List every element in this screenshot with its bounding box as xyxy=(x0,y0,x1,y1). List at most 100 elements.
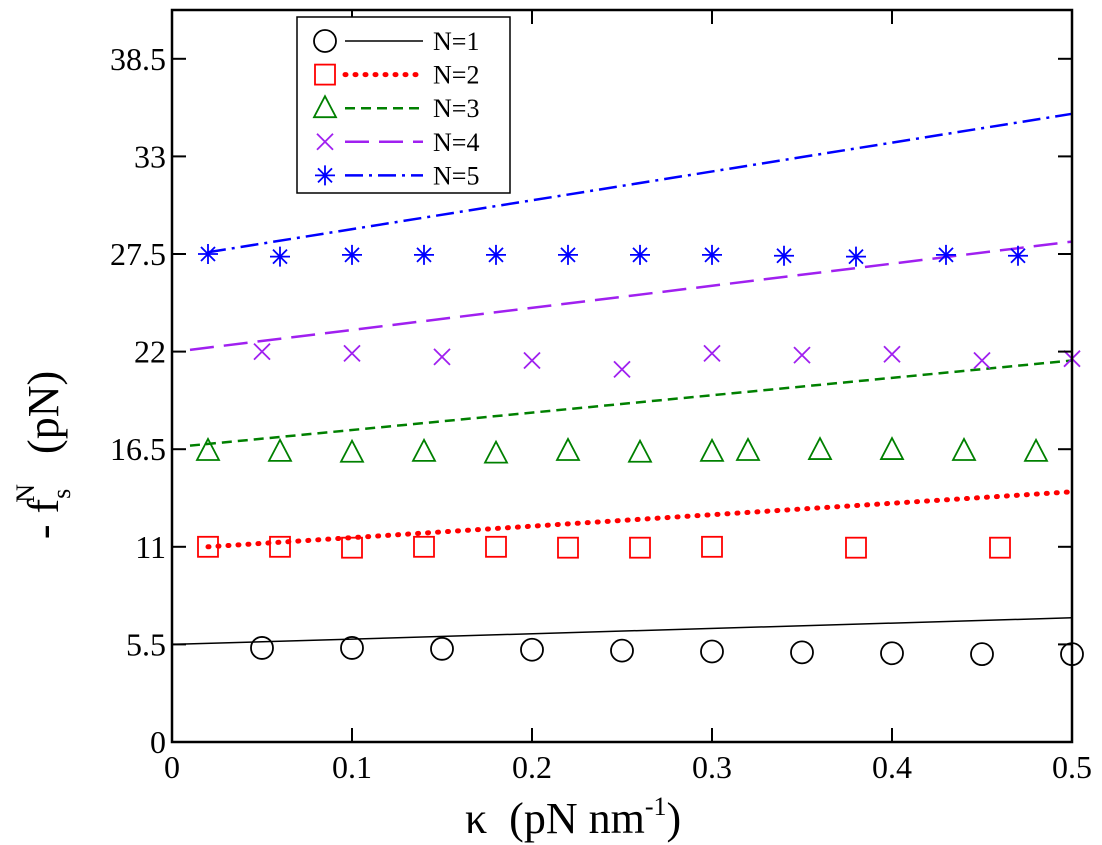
data-point-n1-4 xyxy=(520,637,544,662)
legend-label-n3: N=3 xyxy=(433,94,479,123)
data-point-n4-2 xyxy=(343,344,361,363)
x-tick-label: 0.5 xyxy=(1052,749,1092,785)
data-point-n2-5 xyxy=(485,535,507,558)
data-point-n5-10 xyxy=(846,246,866,267)
data-point-n3-7 xyxy=(627,438,653,463)
series-line-n2 xyxy=(205,489,1075,550)
data-point-n1-7 xyxy=(790,640,814,665)
data-point-n4-3 xyxy=(433,348,451,366)
data-point-n2-6 xyxy=(557,536,579,559)
data-point-n2-3 xyxy=(341,536,363,559)
legend-label-n5: N=5 xyxy=(433,161,479,190)
data-point-n5-3 xyxy=(342,244,362,265)
data-point-n5-1 xyxy=(198,244,218,264)
series-lines-layer xyxy=(171,112,1075,646)
legend-entry-n4: N=4 xyxy=(316,128,479,157)
data-point-n1-5 xyxy=(610,638,634,663)
legend-entry-n2: N=2 xyxy=(314,61,479,90)
y-axis-subscript: s xyxy=(47,489,76,499)
data-point-n3-12 xyxy=(951,437,977,461)
data-point-n3-10 xyxy=(807,436,833,460)
x-tick-label: 0.3 xyxy=(692,749,732,785)
data-point-n5-2 xyxy=(270,246,290,267)
series-line-n3 xyxy=(189,359,1073,447)
data-point-n1-2 xyxy=(340,636,364,660)
legend: N=1 N=2 N=3 N=4 N=5 xyxy=(296,16,511,194)
x-axis-unit: (pN nm xyxy=(509,794,645,843)
legend-entry-n5: N=5 xyxy=(315,161,479,190)
data-point-n3-3 xyxy=(339,438,365,463)
series-line-n1 xyxy=(171,617,1073,646)
plot-area-frame xyxy=(170,8,1074,744)
data-point-n3-8 xyxy=(699,437,725,462)
legend-marker-n3 xyxy=(312,94,338,119)
data-point-n3-6 xyxy=(555,437,581,461)
y-tick-label: 33 xyxy=(134,138,166,174)
series-line-n4 xyxy=(189,240,1073,352)
y-tick-label: 22 xyxy=(134,334,166,370)
data-point-n1-9 xyxy=(970,642,994,667)
y-axis-symbol: - f xyxy=(19,499,68,540)
y-tick-label: 0 xyxy=(150,724,166,760)
legend-box xyxy=(296,16,511,194)
data-point-n4-7 xyxy=(793,346,811,364)
svg-text:κ(pN nm-1): κ (pN nm-1) xyxy=(465,792,681,843)
y-axis-title: - fsN (pN) xyxy=(11,371,76,539)
x-tick-label: 0 xyxy=(164,749,180,785)
y-tick-label: 5.5 xyxy=(126,626,166,662)
y-tick-label: 27.5 xyxy=(110,236,166,272)
data-point-n2-2 xyxy=(269,535,291,558)
legend-marker-n4 xyxy=(316,133,334,151)
data-point-n3-1 xyxy=(195,437,221,461)
y-axis-superscript: N xyxy=(11,484,40,503)
x-tick-label: 0.1 xyxy=(332,749,372,785)
data-point-n2-1 xyxy=(197,535,219,558)
data-point-n3-11 xyxy=(879,436,905,460)
legend-label-n2: N=2 xyxy=(433,61,479,90)
data-point-n3-5 xyxy=(483,439,509,464)
data-point-n5-8 xyxy=(702,244,722,265)
data-point-n2-9 xyxy=(845,536,867,559)
y-tick-label: 11 xyxy=(135,529,166,565)
data-point-n5-7 xyxy=(630,244,650,265)
data-markers-layer xyxy=(195,244,1084,667)
legend-entry-n3: N=3 xyxy=(312,94,479,123)
data-point-n4-9 xyxy=(973,351,991,370)
data-point-n5-5 xyxy=(486,244,506,265)
data-point-n5-6 xyxy=(558,244,578,265)
data-point-n4-6 xyxy=(703,344,721,363)
legend-marker-n2 xyxy=(314,63,336,86)
y-axis-unit: (pN) xyxy=(19,371,68,454)
x-axis-unit-close: ) xyxy=(667,794,682,843)
legend-label-n1: N=1 xyxy=(433,27,479,56)
svg-text:- fsN(pN): - fsN (pN) xyxy=(11,371,76,539)
data-point-n2-7 xyxy=(629,536,651,559)
series-line-n5 xyxy=(207,112,1073,254)
x-axis-title: κ (pN nm-1) xyxy=(465,792,681,843)
legend-marker-n5 xyxy=(315,165,335,186)
legend-marker-n1 xyxy=(313,29,337,53)
x-tick-label: 0.4 xyxy=(872,749,912,785)
data-point-n1-1 xyxy=(250,636,274,660)
data-point-n1-8 xyxy=(880,641,904,666)
data-point-n4-1 xyxy=(253,342,271,361)
y-tick-label: 38.5 xyxy=(110,41,166,77)
data-point-n2-4 xyxy=(413,535,435,558)
legend-entry-n1: N=1 xyxy=(313,27,479,56)
legend-label-n4: N=4 xyxy=(433,128,479,157)
data-point-n2-10 xyxy=(989,536,1011,559)
data-point-n4-8 xyxy=(883,345,901,363)
data-point-n3-9 xyxy=(735,437,761,461)
data-point-n3-4 xyxy=(411,437,437,462)
x-axis-unit-exponent: -1 xyxy=(645,792,667,821)
y-tick-label: 16.5 xyxy=(110,431,166,467)
axis-ticks-layer: 0 0.1 0.2 0.3 0.4 0.5 0 5.5 11 16.5 22 27.5 33 38.5 xyxy=(110,10,1092,785)
data-point-n3-13 xyxy=(1023,437,1049,462)
data-point-n4-4 xyxy=(523,351,541,370)
data-point-n3-2 xyxy=(267,437,293,462)
data-point-n2-8 xyxy=(701,535,723,558)
x-axis-symbol: κ xyxy=(465,794,487,843)
data-point-n1-3 xyxy=(430,636,454,661)
data-point-n5-4 xyxy=(414,244,434,265)
